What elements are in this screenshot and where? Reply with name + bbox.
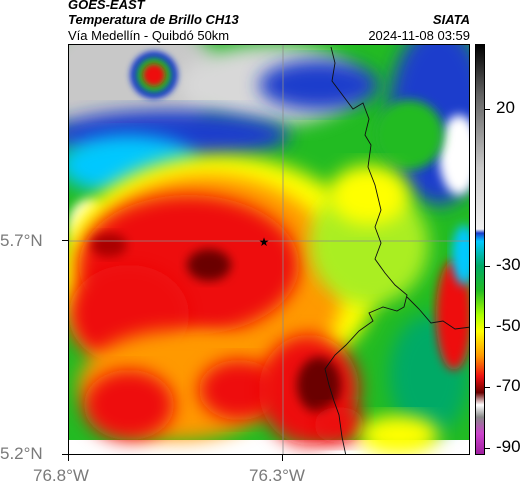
- colorbar-label-minus30: -30: [496, 255, 521, 274]
- x-tick: [68, 455, 69, 461]
- field-patch: [309, 185, 429, 305]
- colorbar-tick: [485, 448, 490, 449]
- field-patch: [436, 260, 469, 370]
- field-patch: [259, 60, 379, 110]
- y-tick: [62, 240, 68, 241]
- field-patch: [329, 165, 409, 225]
- boundary-line: [324, 46, 408, 454]
- temperature-field: [69, 45, 469, 454]
- boundary-line-east: [406, 296, 469, 330]
- field-patch: [143, 64, 165, 86]
- field-patch: [374, 100, 444, 170]
- satellite-map: ★: [68, 44, 470, 455]
- lat-label-5-2: 5.2°N: [0, 444, 43, 463]
- field-patch: [187, 249, 231, 281]
- field-patch: [314, 407, 364, 443]
- colorbar-tick: [485, 266, 490, 267]
- colorbar-tick: [485, 387, 490, 388]
- field-patch: [439, 115, 469, 195]
- colorbar-label-minus50: -50: [496, 316, 521, 335]
- colorbar-label-minus90: -90: [496, 437, 521, 456]
- colorbar-tick: [485, 327, 490, 328]
- lat-label-5-7: 5.7°N: [0, 231, 43, 250]
- field-patch: [297, 357, 341, 413]
- lon-label-76-3: 76.3°W: [249, 466, 305, 485]
- field-patch: [199, 360, 279, 420]
- field-patch: [452, 225, 469, 285]
- temperature-colorbar: [475, 44, 485, 455]
- colorbar-label-20: 20: [496, 98, 515, 117]
- satellite-title: GOES-EAST: [68, 0, 145, 12]
- y-tick: [62, 454, 68, 455]
- lon-label-76-8: 76.8°W: [33, 466, 89, 485]
- map-canvas: ★: [69, 45, 469, 454]
- timestamp-label: 2024-11-08 03:59: [368, 28, 470, 43]
- product-title: Temperatura de Brillo CH13: [68, 12, 239, 27]
- location-star-icon: ★: [259, 235, 270, 249]
- field-patch: [359, 415, 439, 454]
- field-patch: [84, 370, 174, 440]
- colorbar-tick: [485, 109, 490, 110]
- field-patch: [91, 233, 127, 257]
- x-tick: [282, 455, 283, 461]
- colorbar-label-minus70: -70: [496, 376, 521, 395]
- region-subtitle: Vía Medellín - Quibdó 50km: [68, 28, 230, 43]
- agency-label: SIATA: [432, 12, 470, 27]
